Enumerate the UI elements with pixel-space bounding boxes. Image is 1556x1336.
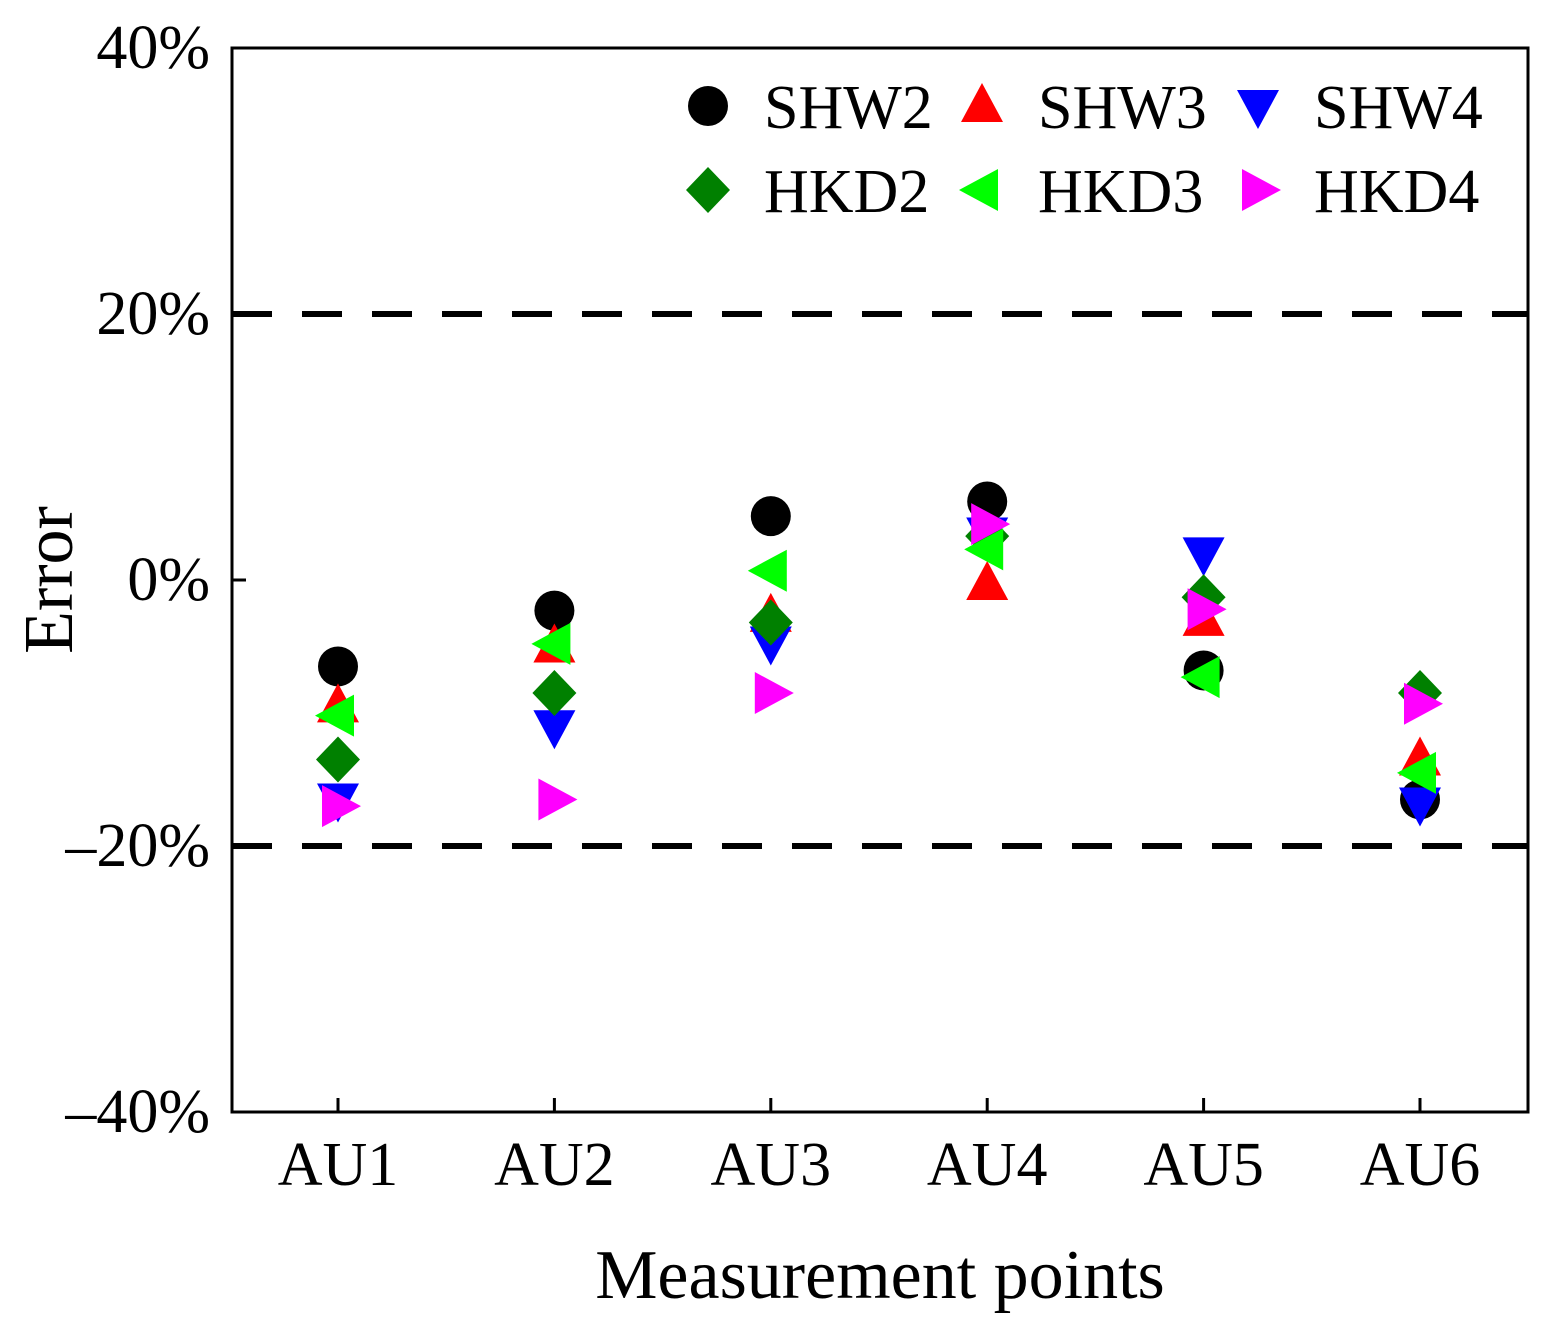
legend-marker bbox=[961, 83, 1003, 122]
legend-label: HKD2 bbox=[764, 158, 929, 226]
legend-item: HKD4 bbox=[1242, 158, 1479, 226]
data-point bbox=[1404, 682, 1443, 725]
series-hkd2 bbox=[316, 513, 1442, 783]
data-point bbox=[318, 646, 358, 687]
series-shw4 bbox=[317, 517, 1441, 827]
data-point bbox=[966, 560, 1009, 600]
legend-label: SHW4 bbox=[1314, 74, 1483, 142]
legend-marker bbox=[688, 86, 728, 126]
legend-item: SHW2 bbox=[688, 74, 933, 142]
y-tick-label: –20% bbox=[64, 812, 210, 880]
data-point bbox=[532, 670, 577, 717]
x-axis-ticks: AU1 AU2 AU3 AU4 AU5 AU6 bbox=[278, 1098, 1481, 1199]
data-point bbox=[315, 694, 354, 737]
data-points bbox=[315, 481, 1443, 828]
legend-label: SHW3 bbox=[1038, 74, 1207, 142]
legend-label: SHW2 bbox=[764, 74, 933, 142]
series-shw2 bbox=[318, 481, 1440, 820]
series-shw3 bbox=[317, 560, 1441, 776]
x-tick-label: AU6 bbox=[1360, 1131, 1481, 1199]
legend-marker bbox=[1242, 169, 1281, 211]
y-tick-label: –40% bbox=[64, 1078, 210, 1146]
data-point bbox=[748, 599, 793, 646]
data-point bbox=[749, 626, 792, 666]
legend-item: SHW3 bbox=[961, 74, 1207, 142]
y-tick-label: 40% bbox=[96, 14, 210, 82]
x-tick-label: AU1 bbox=[278, 1131, 399, 1199]
data-point bbox=[1397, 751, 1436, 794]
legend-label: HKD4 bbox=[1314, 158, 1479, 226]
legend-item: SHW4 bbox=[1237, 74, 1483, 142]
data-point bbox=[971, 503, 1011, 546]
data-point bbox=[1399, 787, 1441, 827]
legend-item: HKD2 bbox=[686, 158, 929, 226]
data-point bbox=[750, 496, 791, 537]
data-point bbox=[1182, 537, 1225, 577]
legend-item: HKD3 bbox=[959, 158, 1203, 226]
data-point bbox=[322, 785, 361, 828]
x-tick-label: AU3 bbox=[711, 1131, 832, 1199]
data-point bbox=[538, 778, 578, 821]
x-axis-label: Measurement points bbox=[595, 1237, 1165, 1314]
data-point bbox=[747, 549, 787, 592]
data-point bbox=[533, 710, 576, 750]
series-hkd3 bbox=[315, 528, 1436, 794]
reference-lines bbox=[232, 311, 1528, 849]
legend-label: HKD3 bbox=[1038, 158, 1203, 226]
y-axis-ticks: –40% –20% 0% 20% 40% bbox=[64, 14, 246, 1146]
data-point bbox=[316, 736, 360, 783]
data-point bbox=[754, 672, 794, 715]
y-axis-label: Error bbox=[11, 506, 88, 654]
legend-marker bbox=[1237, 90, 1279, 129]
x-tick-label: AU5 bbox=[1143, 1131, 1264, 1199]
data-point bbox=[1187, 588, 1227, 631]
data-point bbox=[531, 622, 571, 665]
data-point bbox=[964, 528, 1004, 571]
data-point bbox=[534, 590, 575, 631]
series-hkd4 bbox=[322, 503, 1443, 828]
data-point bbox=[1180, 656, 1220, 699]
legend: SHW2 SHW3 SHW4 HKD2 HKD3 HKD4 bbox=[686, 74, 1483, 226]
legend-marker bbox=[686, 167, 730, 213]
y-tick-label: 20% bbox=[96, 280, 210, 348]
legend-marker bbox=[959, 169, 998, 211]
x-tick-label: AU2 bbox=[494, 1131, 615, 1199]
y-tick-label: 0% bbox=[127, 546, 210, 614]
x-tick-label: AU4 bbox=[927, 1131, 1048, 1199]
